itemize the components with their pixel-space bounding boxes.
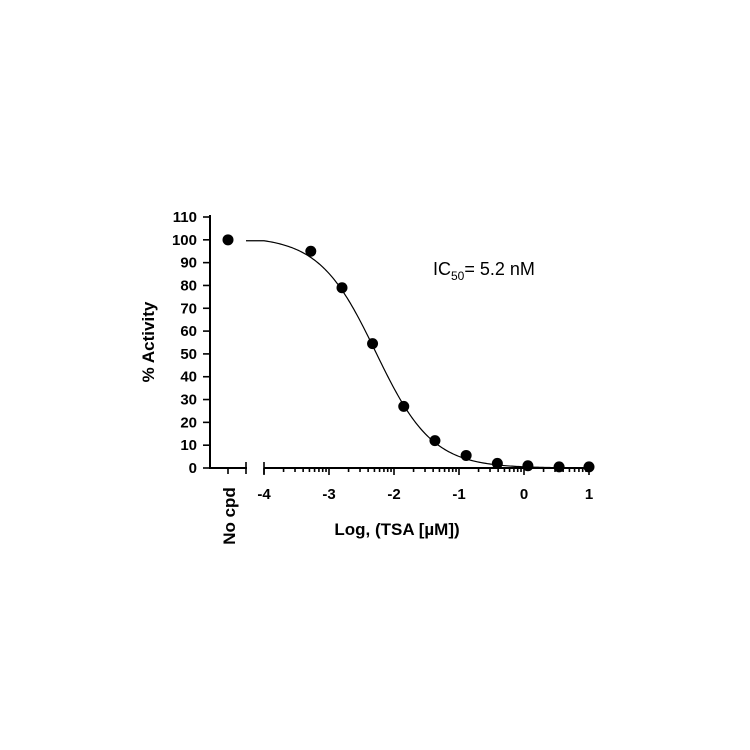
control-axis: No cpd [211, 234, 247, 545]
y-tick-label: 0 [189, 460, 197, 477]
x-axis: -4 -3 -2 -1 0 1 Log, (TSA [µM]) [257, 462, 593, 539]
y-axis: 0 10 20 30 40 50 60 70 80 90 100 110 % Activity [139, 209, 211, 477]
data-point [367, 338, 379, 350]
control-point [222, 234, 234, 246]
data-point [522, 460, 534, 472]
y-tick-label: 10 [180, 437, 197, 454]
ic50-prefix: IC [433, 259, 451, 279]
y-tick-label: 70 [180, 300, 197, 317]
y-tick-label: 80 [180, 277, 197, 294]
data-points [305, 245, 595, 473]
y-tick-label: 100 [172, 232, 197, 249]
y-axis-ticks: 0 10 20 30 40 50 60 70 80 90 100 110 [172, 209, 210, 477]
y-tick-label: 50 [180, 346, 197, 363]
x-tick-label: 1 [585, 486, 593, 503]
data-point [398, 400, 410, 412]
data-point [305, 245, 317, 257]
x-axis-minor-ticks [282, 468, 587, 472]
ic50-value: = 5.2 nM [464, 259, 535, 279]
x-tick-label: -3 [322, 486, 335, 503]
x-tick-label: -4 [257, 486, 271, 503]
fit-curve [246, 240, 591, 469]
x-tick-label: -2 [387, 486, 400, 503]
data-point [583, 461, 595, 473]
y-tick-label: 60 [180, 323, 197, 340]
x-tick-label: -1 [452, 486, 465, 503]
x-axis-title: Log, (TSA [µM]) [334, 520, 459, 539]
data-point [336, 282, 348, 294]
data-point [429, 435, 441, 447]
y-axis-title: % Activity [139, 301, 158, 382]
y-tick-label: 90 [180, 255, 197, 272]
data-point [553, 461, 565, 473]
x-axis-ticks: -4 -3 -2 -1 0 1 [257, 468, 593, 503]
data-point [491, 457, 503, 469]
ic50-subscript: 50 [451, 269, 465, 283]
x-tick-label: 0 [520, 486, 528, 503]
y-tick-label: 30 [180, 392, 197, 409]
y-tick-label: 20 [180, 414, 197, 431]
data-point [460, 449, 472, 461]
ic50-annotation: IC50= 5.2 nM [433, 259, 535, 283]
y-tick-label: 110 [173, 209, 197, 226]
y-tick-label: 40 [180, 369, 197, 386]
control-label: No cpd [220, 487, 239, 545]
